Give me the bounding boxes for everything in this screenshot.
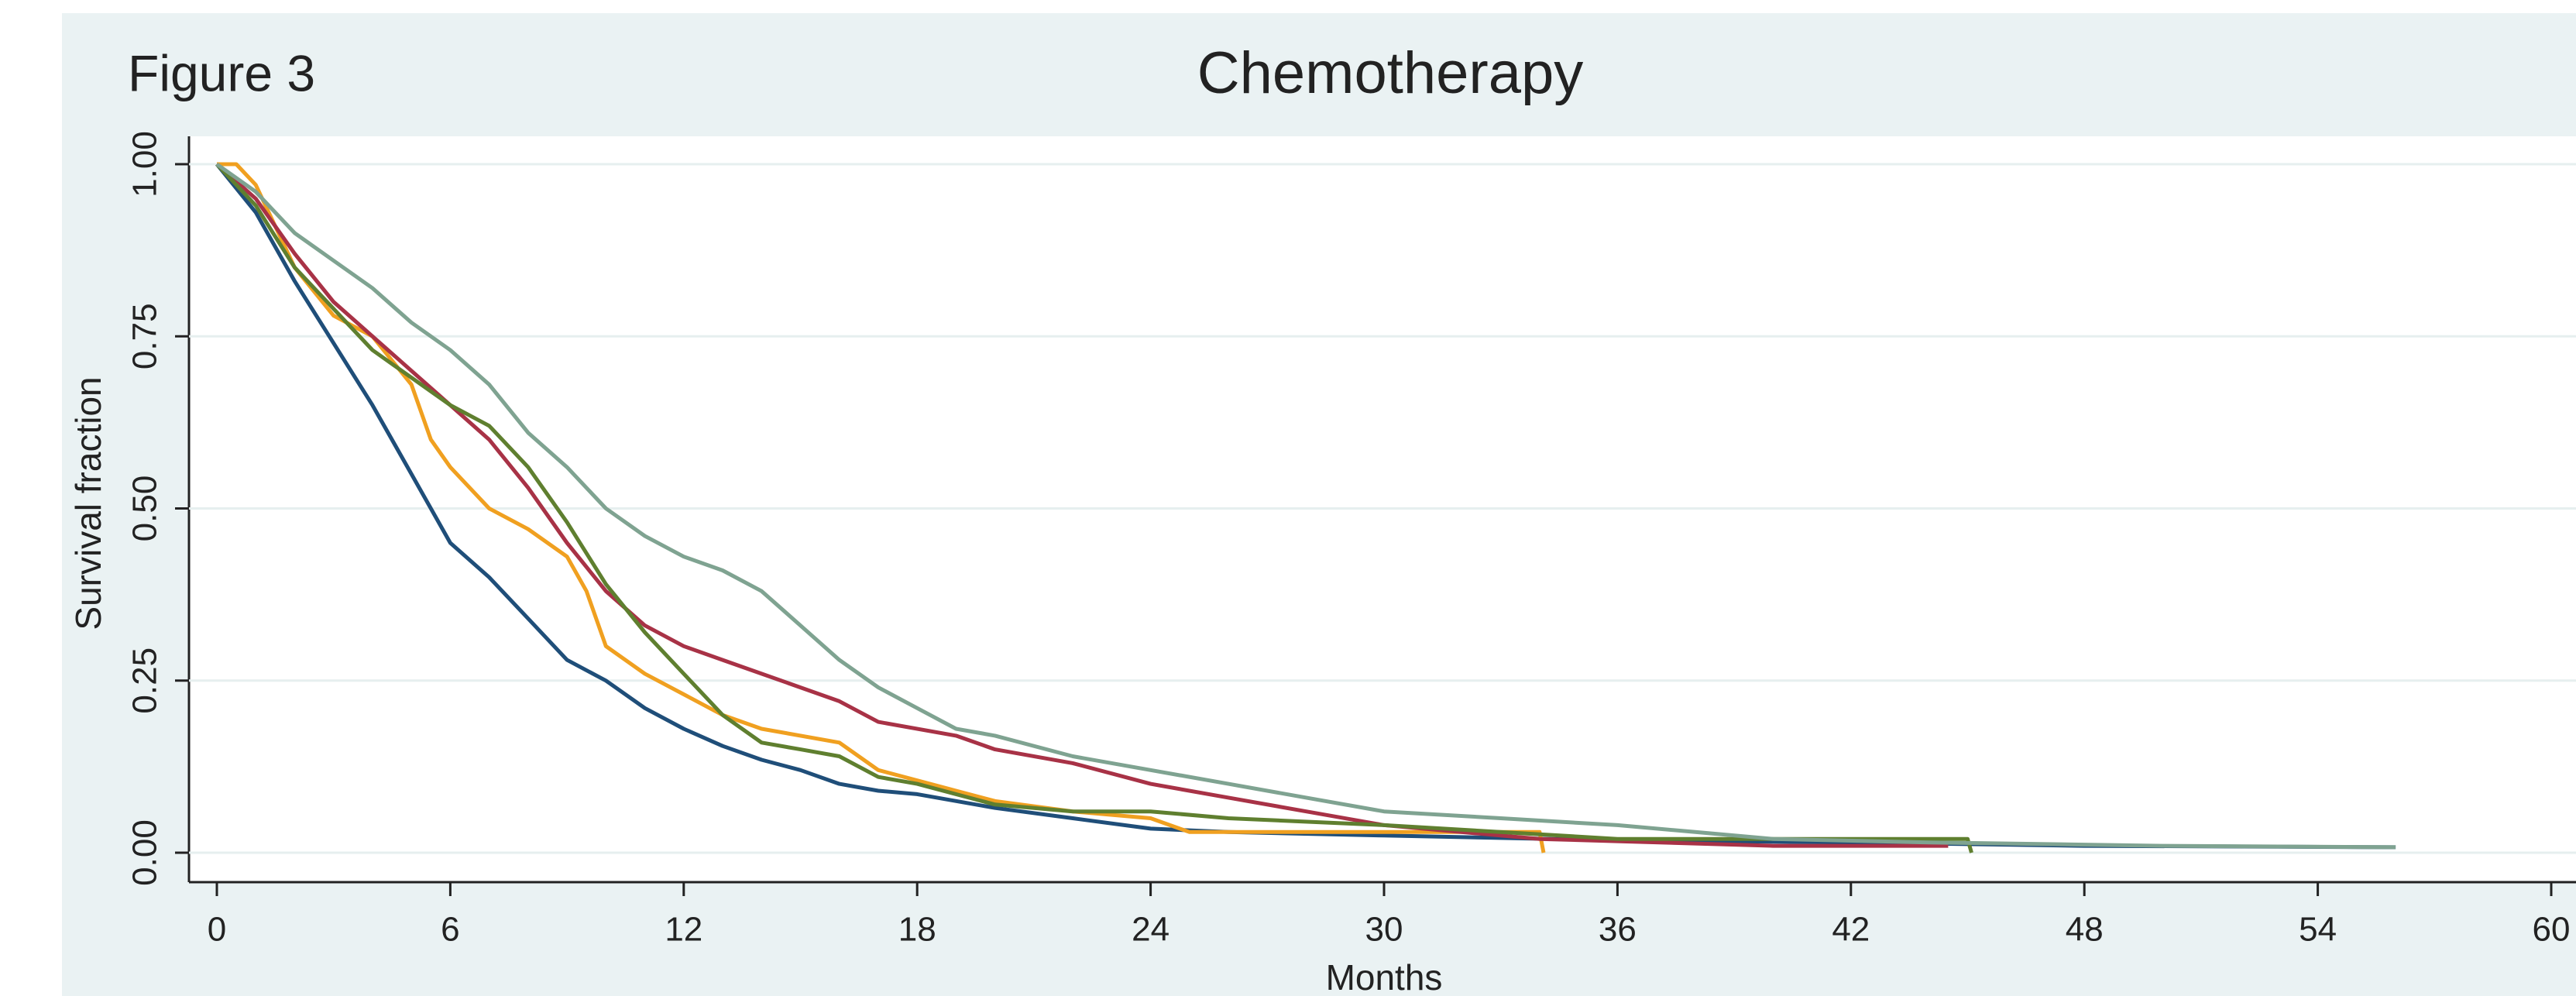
x-tick-label: 6 [441,911,459,949]
x-tick-label: 42 [1832,911,1870,949]
x-tick-label: 0 [208,911,226,949]
y-axis-label: Survival fraction [68,376,108,630]
y-tick-label: 1.00 [126,131,164,197]
survival-curve [215,163,1973,853]
survival-curve [215,163,1949,848]
x-tick-label: 36 [1599,911,1637,949]
x-tick-label: 18 [898,911,936,949]
y-tick-label: 0.25 [126,647,164,714]
y-tick-label: 0.50 [126,476,164,542]
x-tick-label: 60 [2533,911,2571,949]
survival-curve [215,162,2396,850]
x-tick-label: 24 [1132,911,1170,949]
chart-title: Chemotherapy [1197,40,1584,106]
y-tick-label: 0.75 [126,303,164,369]
x-tick-label: 48 [2066,911,2104,949]
x-axis-label: Months [1326,957,1443,996]
figure-label: Figure 3 [128,44,315,101]
x-tick-label: 12 [665,911,702,949]
x-tick-label: 30 [1365,911,1403,949]
survival-curve [217,162,1546,853]
y-tick-label: 0.00 [126,819,164,886]
x-tick-label: 54 [2299,911,2337,949]
